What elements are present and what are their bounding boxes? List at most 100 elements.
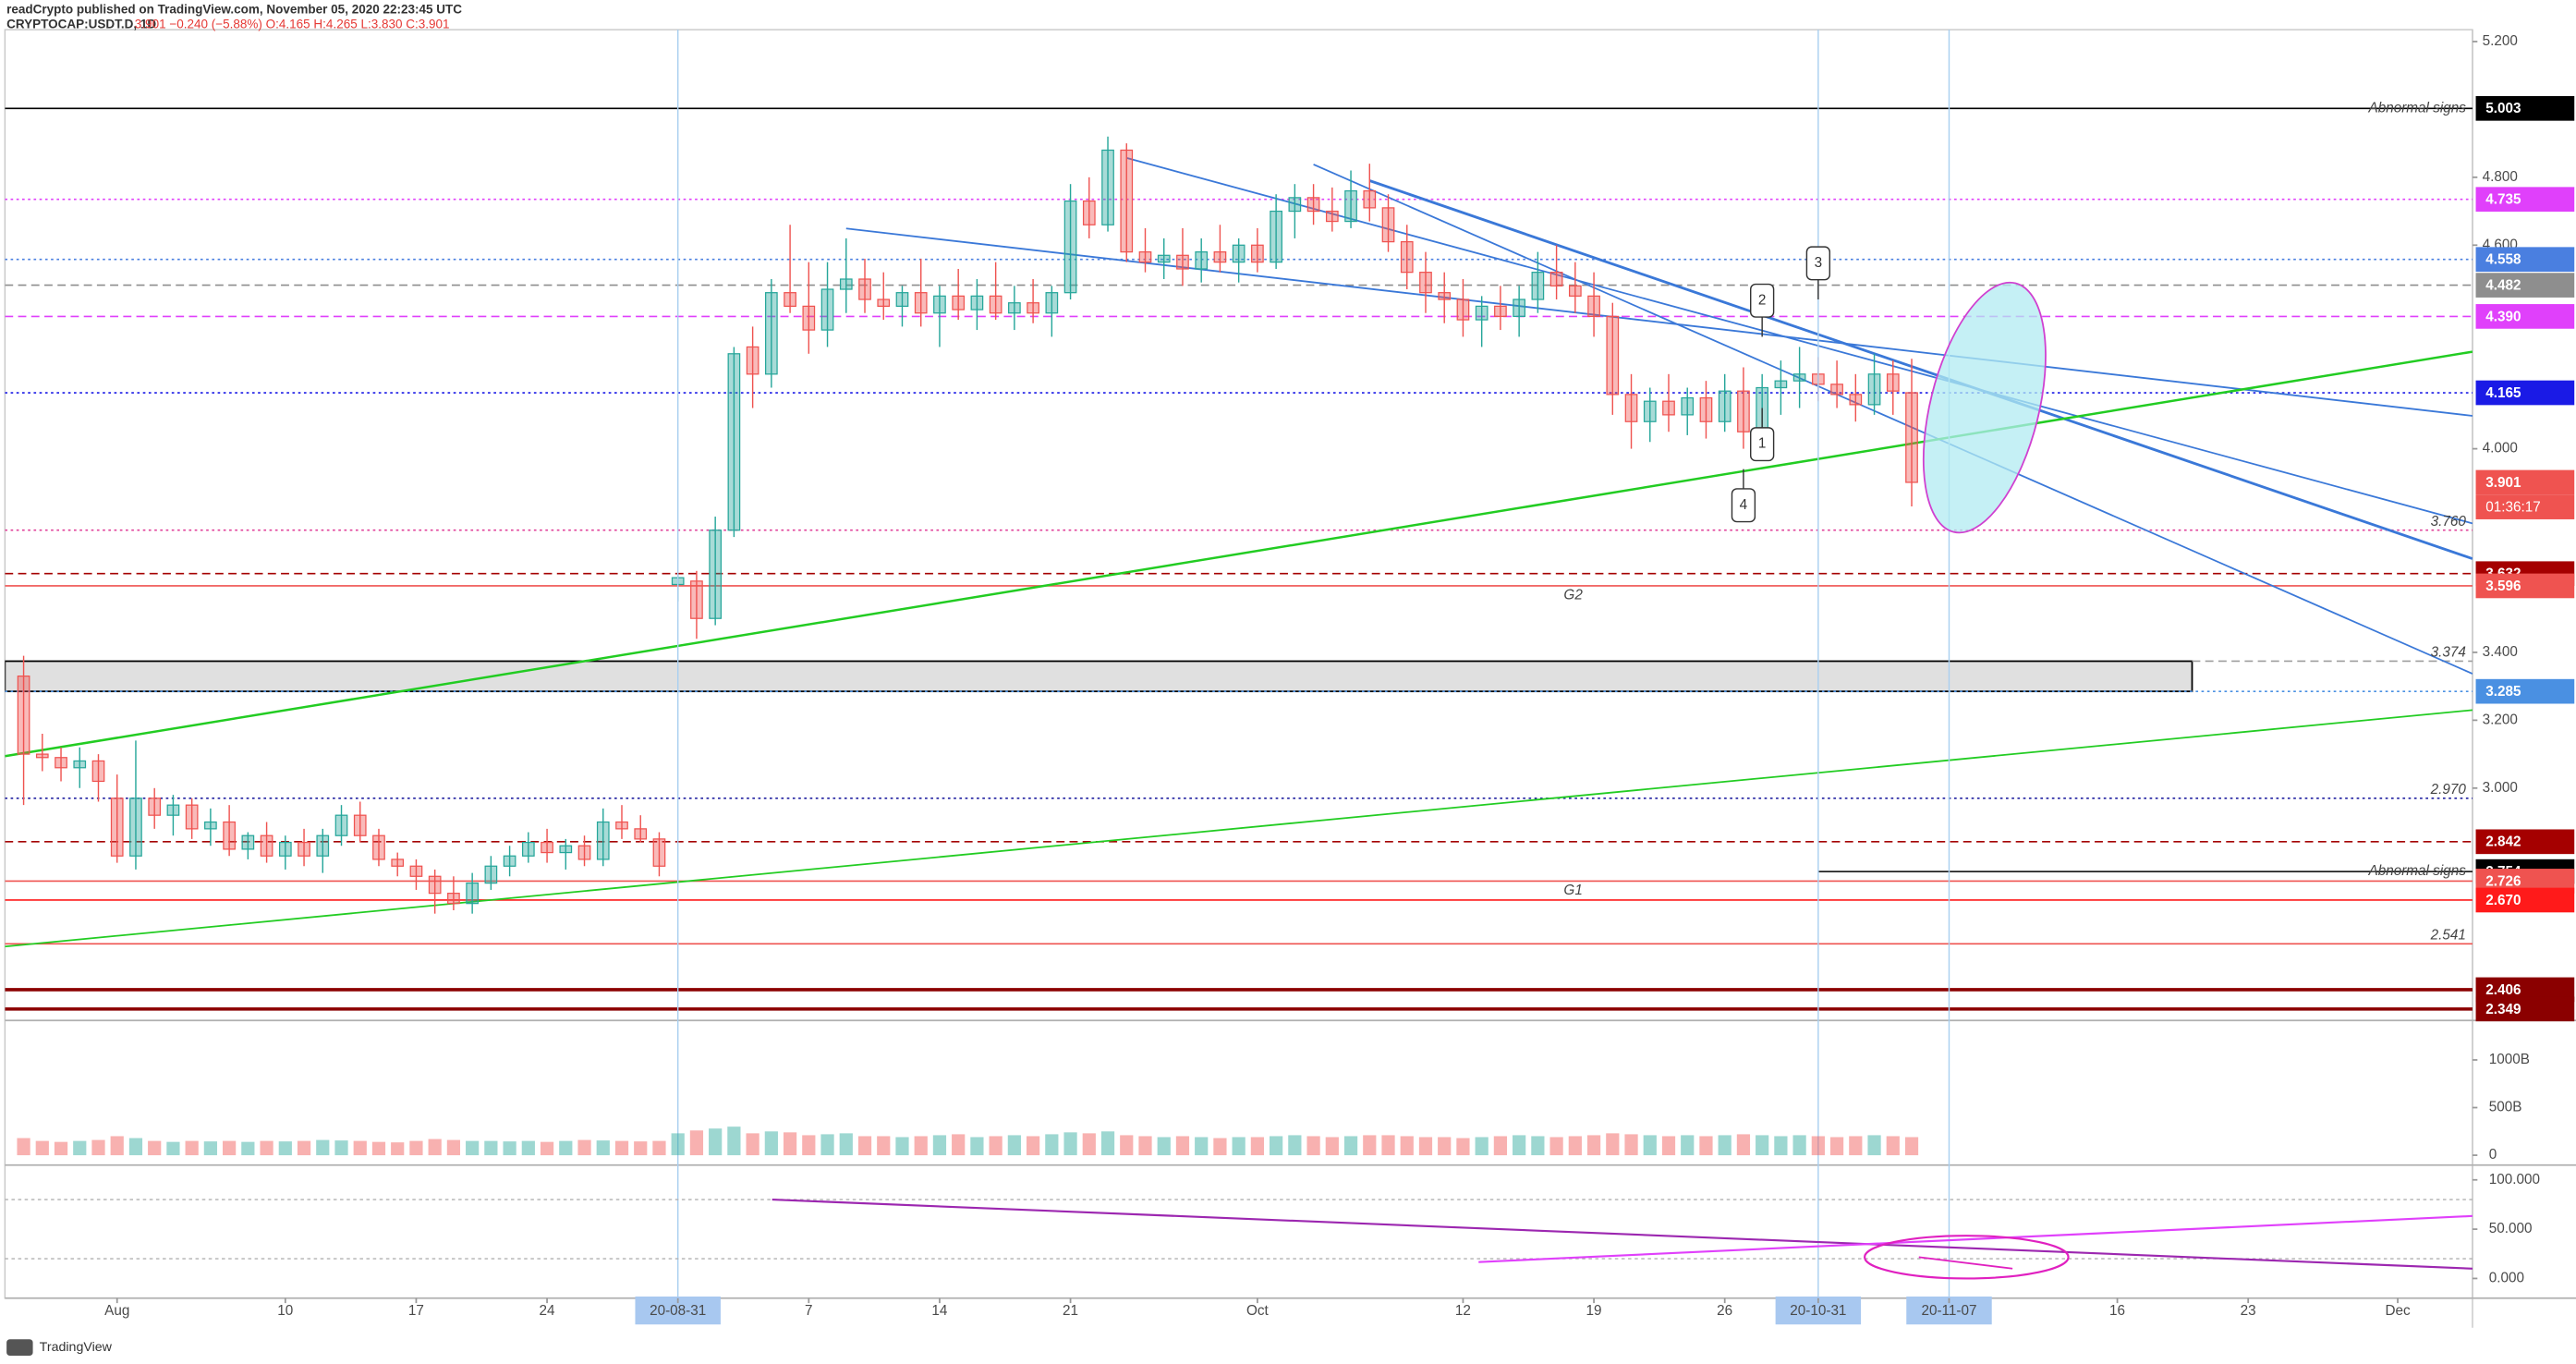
candle-body [577, 845, 591, 860]
volume-bar [1007, 1135, 1021, 1156]
y-tick-label: 3.200 [2483, 712, 2518, 727]
volume-bar [1549, 1137, 1563, 1156]
candle-body [428, 875, 442, 895]
y-tick-label: 5.200 [2483, 33, 2518, 49]
price-tag-label: 4.165 [2485, 385, 2521, 401]
candle-body [1138, 251, 1152, 263]
x-tick-label: 7 [805, 1303, 813, 1319]
volume-bar [1100, 1131, 1115, 1156]
candle-body [1176, 254, 1189, 270]
volume-bar [1792, 1135, 1806, 1156]
volume-bar [1513, 1135, 1526, 1156]
volume-bar [1400, 1136, 1414, 1156]
symbol: CRYPTOCAP:USDT.D, 1D [6, 17, 156, 30]
candle-body [1587, 295, 1600, 318]
volume-tick-label: 1000B [2489, 1052, 2530, 1067]
candle-body [1082, 200, 1096, 225]
volume-bar [185, 1140, 199, 1156]
candle-body [1867, 373, 1881, 406]
volume-bar [857, 1136, 872, 1156]
candle-body [1531, 272, 1545, 300]
candle-body [802, 305, 816, 331]
volume-bar [1157, 1137, 1171, 1156]
candle-body [1120, 149, 1134, 253]
candle-body [858, 278, 871, 300]
candle-body [1830, 384, 1843, 396]
callout-box [1750, 427, 1775, 462]
candle-body [1325, 210, 1339, 223]
candle-body [1475, 305, 1488, 321]
candle-body [1494, 305, 1507, 318]
volume-bar [17, 1138, 30, 1156]
candle-body [1774, 380, 1788, 389]
volume-bar [466, 1140, 480, 1156]
candle-body [1363, 189, 1377, 209]
price-tag [2475, 996, 2575, 1022]
volume-bar [802, 1135, 816, 1156]
x-tick-label: 10 [277, 1303, 293, 1319]
candle-body [820, 288, 834, 331]
candle-body [391, 859, 405, 867]
volume-bar [203, 1141, 218, 1156]
y-tick-label: 4.800 [2483, 169, 2518, 185]
price-tag-label: 2.406 [2485, 982, 2521, 998]
trendline [845, 227, 2473, 417]
volume-bar [1438, 1137, 1452, 1156]
volume-bar [895, 1137, 909, 1156]
price-tag [2475, 469, 2575, 495]
price-tag-label: 2.349 [2485, 1002, 2521, 1017]
osc-tick-label: 100.000 [2489, 1172, 2540, 1187]
volume-bar [35, 1140, 49, 1156]
volume-bar [634, 1141, 648, 1156]
level-note: Abnormal signs [2368, 863, 2467, 879]
osc-tick-label: 0.000 [2489, 1270, 2524, 1285]
price-tag [2475, 887, 2575, 913]
candle-body [1232, 244, 1245, 263]
candle-body [1195, 251, 1209, 270]
candle-body [484, 865, 498, 884]
volume-bar [1195, 1137, 1209, 1156]
candle-body [372, 834, 385, 860]
volume-bar [521, 1140, 535, 1156]
candle-body [559, 845, 573, 854]
candle-body [521, 841, 535, 857]
volume-bar [596, 1140, 610, 1156]
logo-mark [6, 1339, 33, 1357]
volume-bar [1363, 1135, 1377, 1156]
candle-body [1381, 207, 1395, 243]
volume-bar [1681, 1135, 1695, 1156]
volume-bar [1288, 1135, 1302, 1156]
volume-bar [1045, 1134, 1059, 1156]
candle-body [1606, 315, 1620, 396]
trendline [5, 709, 2473, 948]
candle-body [1101, 149, 1114, 225]
candle-body [615, 821, 628, 830]
candle-body [1419, 272, 1432, 294]
candle-body [933, 295, 946, 314]
candle-body [73, 760, 87, 769]
price-tag [2475, 829, 2575, 855]
price-tag-label: 4.390 [2485, 309, 2521, 324]
candle-body [409, 865, 423, 877]
x-tick-label: 17 [408, 1303, 424, 1319]
candle-body [784, 292, 796, 308]
volume-bar [1774, 1136, 1788, 1156]
footer: TradingView [40, 1340, 113, 1355]
volume-bar [446, 1139, 461, 1156]
candle-body [204, 821, 217, 830]
callout-box [1731, 488, 1756, 523]
candle-body [989, 295, 1002, 314]
volume-bar [820, 1134, 834, 1156]
volume-bar [353, 1140, 367, 1156]
candle-body [727, 353, 741, 531]
volume-bar [334, 1140, 348, 1156]
candle-body [1905, 392, 1918, 483]
candle-body [1400, 240, 1414, 274]
candle-body [1513, 298, 1525, 318]
x-tick-label: 24 [540, 1303, 555, 1319]
osc-trendline [772, 1199, 2473, 1270]
volume-bar [652, 1140, 666, 1156]
candle-body [1886, 373, 1900, 392]
candle-body [895, 292, 909, 308]
candle-body [185, 804, 199, 830]
